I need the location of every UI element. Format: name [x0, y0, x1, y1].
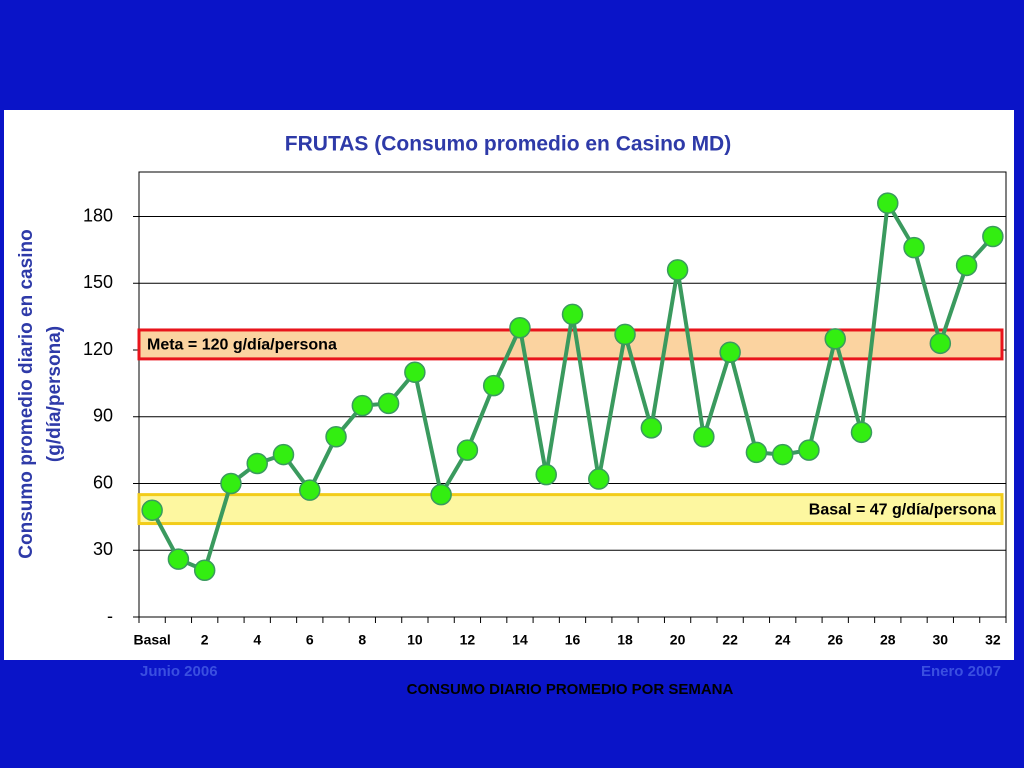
- data-point: [141, 499, 163, 521]
- x-tick-label: 24: [775, 632, 791, 648]
- data-point: [877, 192, 899, 214]
- data-point: [193, 559, 216, 582]
- data-point: [535, 463, 557, 486]
- data-point: [719, 341, 741, 363]
- x-axis-title: CONSUMO DIARIO PROMEDIO POR SEMANA: [407, 681, 734, 698]
- x-tick-label: 22: [722, 632, 738, 648]
- x-tick-label: 18: [617, 632, 633, 648]
- plot-area: [138, 171, 1007, 618]
- data-point: [798, 439, 820, 461]
- x-tick-label: Basal: [133, 632, 170, 648]
- data-point: [588, 468, 610, 490]
- x-tick-label: 12: [460, 632, 476, 648]
- data-point: [666, 259, 689, 281]
- data-point: [167, 548, 190, 570]
- data-point: [850, 421, 873, 444]
- x-tick-label: 10: [407, 632, 423, 648]
- y-tick-label: 180: [83, 205, 113, 225]
- x-tick-label: 30: [933, 632, 949, 648]
- data-point: [325, 426, 347, 448]
- x-end-label: Enero 2007: [921, 663, 1001, 680]
- data-point: [614, 323, 636, 346]
- data-point: [482, 374, 505, 397]
- x-tick-label: 4: [253, 632, 261, 648]
- data-point: [982, 225, 1004, 248]
- data-point: [745, 441, 768, 464]
- band-label: Basal = 47 g/día/persona: [809, 501, 996, 518]
- x-tick-label: 26: [827, 632, 843, 648]
- data-point: [299, 479, 321, 501]
- x-tick-label: 6: [306, 632, 314, 648]
- data-point: [561, 303, 584, 326]
- data-point: [404, 361, 426, 383]
- y-tick-label: 90: [93, 406, 113, 426]
- data-point: [929, 332, 952, 355]
- data-point: [693, 426, 715, 448]
- band-label: Meta = 120 g/día/persona: [147, 337, 337, 354]
- data-point: [771, 443, 794, 466]
- y-tick-label: 60: [93, 472, 113, 492]
- data-point: [903, 236, 925, 259]
- x-tick-label: 28: [880, 632, 896, 648]
- data-point: [351, 394, 374, 417]
- data-point: [456, 439, 479, 461]
- data-point: [220, 472, 242, 495]
- y-tick-label: 120: [83, 339, 113, 359]
- band: [137, 493, 1004, 526]
- x-tick-label: 14: [512, 632, 528, 648]
- data-point: [430, 483, 452, 506]
- y-tick-label: 30: [93, 539, 113, 559]
- x-tick-label: 8: [358, 632, 366, 648]
- data-point: [272, 443, 295, 466]
- y-tick-label: 150: [83, 272, 113, 292]
- data-point: [640, 417, 663, 439]
- x-tick-label: 20: [670, 632, 686, 648]
- x-start-label: Junio 2006: [140, 663, 218, 680]
- y-axis-title: (g/día/persona): [44, 326, 65, 462]
- data-point: [246, 452, 268, 475]
- y-axis-title: Consumo promedio diario en casino: [16, 229, 37, 558]
- x-tick-label: 32: [985, 632, 1001, 648]
- x-tick-label: 2: [201, 632, 209, 648]
- chart-title: FRUTAS (Consumo promedio en Casino MD): [285, 133, 731, 156]
- data-point: [377, 392, 400, 415]
- data-point: [955, 254, 978, 277]
- x-tick-label: 16: [565, 632, 581, 648]
- y-tick-label: -: [107, 606, 113, 626]
- data-point: [824, 328, 846, 350]
- data-point: [509, 317, 531, 339]
